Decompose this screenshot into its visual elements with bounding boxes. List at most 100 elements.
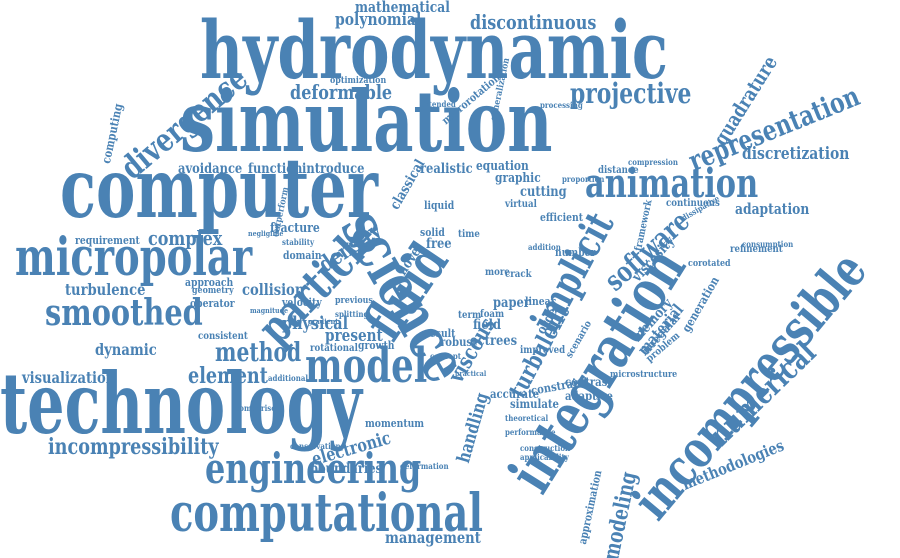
word-addition: addition — [528, 242, 561, 252]
word-solid: solid — [420, 226, 445, 239]
word-element: element — [188, 363, 268, 389]
word-result: result — [425, 327, 456, 340]
word-collision: collision — [242, 280, 305, 299]
word-octrees: octrees — [470, 333, 518, 349]
word-negligible: negligible — [248, 229, 284, 238]
word-conservation: conservation — [290, 441, 341, 451]
word-contrast: contrast — [565, 375, 613, 389]
word-virtual: virtual — [505, 199, 537, 210]
word-field: field — [473, 317, 502, 333]
word-improved: improved — [520, 345, 566, 356]
word-geometry: geometry — [192, 286, 234, 296]
word-visualization: visualization — [22, 368, 116, 387]
word-fracture: fracture — [270, 221, 320, 236]
word-compression: compression — [628, 157, 678, 167]
word-proportion: proportion — [562, 174, 605, 184]
word-construction: construction — [520, 443, 571, 453]
word-animation: animation — [585, 160, 759, 207]
word-computer: computer — [60, 141, 378, 237]
word-performance: performance — [505, 427, 556, 437]
word-simulation: simulation — [180, 72, 553, 171]
word-turbulence: turbulence — [65, 280, 146, 299]
word-equation: equation — [476, 159, 529, 174]
word-mathematical: mathematical — [355, 0, 450, 16]
word-free: free — [426, 236, 452, 252]
word-additional: additional — [268, 373, 309, 383]
word-magnitude: magnitude — [250, 306, 289, 315]
word-approach: approach — [185, 276, 234, 289]
word-approximation: approximation — [576, 469, 605, 546]
word-stability: stability — [282, 237, 315, 247]
word-method: method — [215, 338, 302, 368]
word-consistent: consistent — [198, 331, 248, 342]
word-liquid: liquid — [424, 199, 455, 212]
word-micropolar: micropolar — [15, 227, 253, 288]
word-comparison: comparison — [235, 403, 282, 413]
word-robust: robust — [440, 335, 477, 349]
word-smoothed: smoothed — [45, 292, 203, 334]
word-model: model — [305, 338, 428, 394]
word-paper: paper — [493, 295, 530, 311]
word-distance: distance — [598, 165, 639, 176]
word-present: present — [325, 326, 383, 346]
word-cutting: cutting — [520, 184, 567, 200]
word-discontinuous: discontinuous — [470, 10, 597, 34]
word-theoretical: theoretical — [505, 413, 549, 423]
word-engineering: engineering — [205, 444, 422, 493]
word-efficient: efficient — [540, 211, 583, 224]
word-discretization: discretization — [742, 144, 850, 164]
word-practical: practical — [455, 369, 487, 378]
word-processing: processing — [540, 100, 583, 110]
word-function: function — [248, 161, 303, 177]
word-gradient: gradient — [308, 317, 339, 326]
word-applicability: applicability — [520, 452, 569, 462]
word-term: term — [458, 310, 482, 321]
word-dynamic: dynamic — [95, 340, 157, 359]
word-adaptive: adaptive — [565, 389, 613, 403]
word-operator: operator — [190, 297, 235, 310]
word-velocity: velocity — [282, 296, 322, 309]
word-management: management — [385, 528, 481, 547]
word-crack: crack — [505, 269, 532, 280]
word-time: time — [458, 229, 480, 240]
word-extended: extended — [420, 99, 456, 109]
word-boundaries: boundaries — [310, 461, 383, 477]
word-growth: growth — [358, 339, 395, 352]
word-domain: domain — [283, 249, 322, 262]
word-modeling: modeling — [598, 469, 643, 558]
word-more: more — [485, 267, 510, 278]
word-physical: physical — [282, 313, 349, 334]
word-microstructure: microstructure — [610, 370, 678, 380]
word-continuous: continuous — [666, 198, 720, 209]
word-consumption: consumption — [742, 239, 794, 249]
word-requirement: requirement — [75, 234, 140, 247]
word-previous: previous — [335, 296, 373, 306]
word-graphic: graphic — [495, 171, 541, 186]
word-computational: computational — [170, 483, 483, 544]
word-splitting: splitting — [335, 309, 369, 319]
word-projective: projective — [570, 77, 692, 110]
word-technology: technology — [0, 354, 362, 453]
word-corotated: corotated — [688, 259, 731, 269]
word-complex: complex — [148, 226, 223, 250]
word-simulate: simulate — [510, 397, 559, 411]
word-momentum: momentum — [365, 417, 425, 430]
word-rotational: rotational — [310, 343, 358, 354]
word-accurate: accurate — [490, 387, 540, 401]
word-polynomial: polynomial — [335, 10, 422, 30]
word-avoidance: avoidance — [178, 161, 243, 177]
word-motion: motion — [346, 239, 374, 249]
word-refinement: refinement — [730, 244, 783, 255]
word-number: number — [555, 246, 596, 259]
word-incompressibility: incompressibility — [48, 434, 219, 460]
word-concept: concept — [430, 351, 462, 361]
word-foam: foam — [480, 309, 505, 320]
word-linear: linear — [525, 295, 556, 308]
word-introduce: introduce — [302, 161, 365, 177]
word-realistic: realistic — [420, 161, 473, 177]
word-hydrodynamic: hydrodynamic — [200, 3, 668, 97]
word-deformable: deformable — [290, 80, 393, 104]
word-deformation: deformation — [400, 461, 449, 471]
word-handling: handling — [453, 390, 494, 466]
